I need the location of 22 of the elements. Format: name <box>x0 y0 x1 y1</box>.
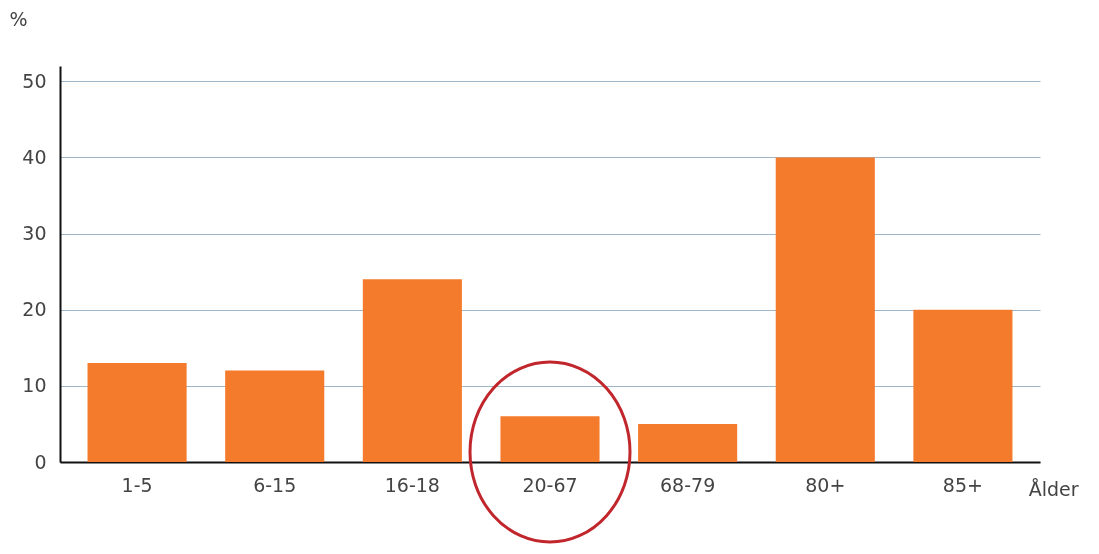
bar <box>225 370 325 462</box>
x-tick-label: 85+ <box>942 473 983 496</box>
bar <box>362 279 462 462</box>
bar <box>913 309 1013 462</box>
x-tick-label: 68-79 <box>660 473 716 496</box>
x-tick-label: 16-18 <box>384 473 440 496</box>
y-tick-label: 50 <box>22 69 47 92</box>
x-tick-label: 80+ <box>805 473 846 496</box>
x-tick-label: 1-5 <box>121 473 153 496</box>
bar <box>638 423 738 462</box>
x-tick-label: 20-67 <box>522 473 578 496</box>
y-tick-label: 40 <box>22 145 47 168</box>
x-tick-label: 6-15 <box>253 473 297 496</box>
y-tick-label: 0 <box>34 450 47 473</box>
y-tick-label: 30 <box>22 222 47 245</box>
x-axis-title: Ålder <box>1028 477 1079 500</box>
bar <box>500 416 600 462</box>
bar <box>87 363 187 462</box>
y-tick-label: 20 <box>22 298 47 321</box>
y-axis-title: % <box>9 7 28 30</box>
bar <box>775 157 875 462</box>
y-tick-label: 10 <box>22 374 47 397</box>
